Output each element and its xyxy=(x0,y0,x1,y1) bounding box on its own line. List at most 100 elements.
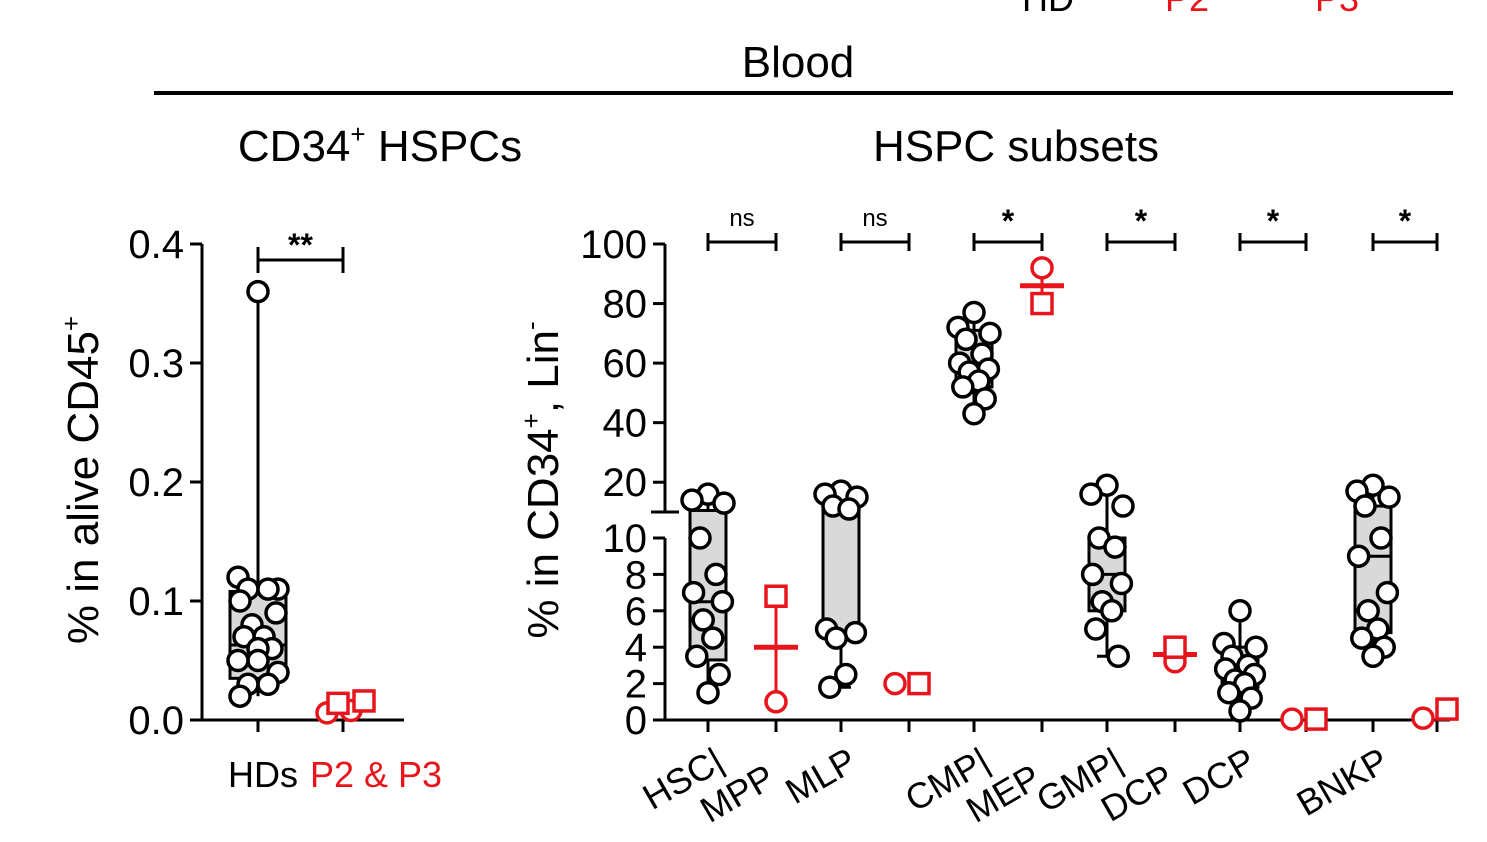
panel2-p2-point xyxy=(1280,707,1304,731)
panel2-x-category-label: GMP|DCP xyxy=(1029,721,1180,842)
panel1-hd-point xyxy=(228,589,252,613)
panel2-x-category-label: CMP|MEP xyxy=(898,721,1047,842)
panel2-p3-point xyxy=(1435,697,1459,721)
panel2-hd-point xyxy=(1361,644,1385,669)
panel2-hd-point xyxy=(1111,494,1135,518)
panel2-x-category-label: DCP xyxy=(1176,739,1262,813)
panel2-hd-point xyxy=(1080,562,1105,587)
panel1-y-tick-label: 0.4 xyxy=(128,223,184,267)
panel1-hd-point xyxy=(246,648,270,673)
panel2-hd-point xyxy=(1217,680,1241,705)
panel2-hd-point xyxy=(824,626,848,650)
panel2-hd-point xyxy=(962,401,986,426)
panel2-p2-point xyxy=(1411,706,1435,730)
panel2-hd-point xyxy=(1346,544,1371,568)
panel1-sig-label: ** xyxy=(288,227,313,263)
panel2-sig-label: * xyxy=(1002,203,1015,239)
panel2-hd-point xyxy=(1103,535,1127,559)
panel2-p3-point xyxy=(1304,707,1328,731)
panel2-hd-point xyxy=(818,675,842,699)
panel1-y-tick-label: 0.0 xyxy=(128,699,184,743)
panel2-x-category-label: MLP xyxy=(778,739,863,812)
panel2-hd-box xyxy=(821,504,861,635)
panel1-x-label-hds: HDs xyxy=(228,754,298,795)
legend-hd-label: HD xyxy=(1022,0,1074,19)
panel1-y-tick-label: 0.3 xyxy=(128,342,184,386)
panel2-p2-point xyxy=(1030,256,1054,280)
panel2-y-tick-label: 10 xyxy=(603,517,648,561)
panel1-y-tick-label: 0.1 xyxy=(128,580,184,624)
panel2-y-tick-label: 6 xyxy=(625,590,647,634)
panel1-y-axis-label: % in alive CD45+ xyxy=(56,316,108,644)
panel2-p3-point xyxy=(1030,291,1054,316)
panel2-hd-point xyxy=(707,662,731,687)
panel2-hd-point xyxy=(1109,571,1134,596)
panel2-hd-point xyxy=(681,580,706,605)
legend-p2-label: P2 xyxy=(1165,0,1209,19)
panel2-hd-point xyxy=(834,662,858,687)
panel2-x-category-label: BNKP xyxy=(1290,739,1395,824)
panel2-hd-point xyxy=(962,300,986,325)
panel2-p2-point xyxy=(764,690,788,714)
panel2-y-axis-label: % in CD34+, Lin- xyxy=(516,321,568,638)
panel2-sig-label: ns xyxy=(862,205,887,232)
panel2-y-tick-label: 4 xyxy=(625,626,647,670)
legend-p3-label: P3 xyxy=(1315,0,1359,19)
panel2-x-category-line1: DCP xyxy=(1176,739,1262,813)
panel2-hd-point xyxy=(696,680,720,705)
panel2-hd-point xyxy=(1353,494,1377,518)
panel2-y-tick-label: 20 xyxy=(603,461,648,505)
panel2-hd-point xyxy=(843,620,868,645)
panel1-p3-point xyxy=(326,691,350,716)
panel2-hd-point xyxy=(1356,599,1380,623)
panel2-p3-point xyxy=(764,584,788,608)
panel2-x-category-line1: BNKP xyxy=(1290,739,1395,824)
panel2-y-tick-label: 100 xyxy=(580,223,647,267)
panel2-sig-label: * xyxy=(1399,203,1412,239)
panel2-y-tick-label: 80 xyxy=(603,283,648,327)
panel2-hd-point xyxy=(1100,599,1124,623)
panel2-y-tick-label: 8 xyxy=(625,553,647,597)
panel2-hd-point xyxy=(837,497,861,521)
panel2-hd-point xyxy=(978,321,1002,346)
panel1-hd-point xyxy=(226,648,250,673)
panel1-plot: 0.0 0.1 0.2 0.3 0.4 HDs P2 & P3 ** xyxy=(128,223,442,795)
panel2-y-tick-label: 60 xyxy=(603,342,648,386)
panel2-hd-point xyxy=(1375,580,1400,605)
panel2-p3-point xyxy=(907,671,931,696)
panel2-hd-point xyxy=(1079,482,1103,506)
panel1-hd-point xyxy=(228,684,252,708)
panel2-p3-point xyxy=(1163,635,1187,659)
panel2-hd-point xyxy=(951,375,975,399)
panel2-x-category-line1: MLP xyxy=(778,739,863,812)
panel2-hd-point xyxy=(688,526,712,550)
panel2-hd-point xyxy=(1350,626,1374,650)
panel1-p3-point xyxy=(352,689,376,713)
panel1-x-label-patients: P2 & P3 xyxy=(310,754,442,795)
panel1-hd-point xyxy=(256,672,280,697)
panel2-hd-point xyxy=(1228,599,1252,623)
panel2-y-tick-label: 0 xyxy=(625,699,647,743)
panel2-sig-label: ns xyxy=(729,205,754,232)
panel2-hd-point xyxy=(1106,644,1130,669)
panel2-hd-point xyxy=(704,562,728,587)
panel2-sig-label: * xyxy=(1135,203,1148,239)
panel2-y-tick-label: 40 xyxy=(603,402,648,446)
panel2-hd-point xyxy=(701,626,725,650)
section-title: Blood xyxy=(742,38,855,87)
panel2-hd-point xyxy=(1084,617,1108,641)
panel1-hd-point xyxy=(246,279,270,304)
panel2-hd-point xyxy=(954,327,978,352)
panel1-title: CD34+ HSPCs xyxy=(238,119,522,171)
panel2-x-category-label: HSC|MPP xyxy=(636,721,782,842)
panel2-hd-point xyxy=(685,644,709,669)
panel2-sig-label: * xyxy=(1267,203,1280,239)
panel2-hd-point xyxy=(1377,485,1401,509)
panel1-y-tick-label: 0.2 xyxy=(128,461,184,505)
panel2-hd-point xyxy=(691,608,715,632)
panel1-hd-point xyxy=(256,577,280,601)
panel2-hd-point xyxy=(680,488,704,512)
panel2-hd-point xyxy=(1369,526,1393,550)
